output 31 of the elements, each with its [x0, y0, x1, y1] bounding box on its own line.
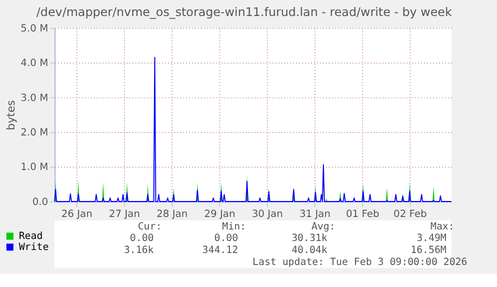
x-tick-label: 02 Feb: [394, 208, 427, 220]
y-tick-label: 0.0: [32, 196, 48, 208]
text: 344.12: [202, 245, 238, 256]
x-tick-label: 28 Jan: [156, 208, 188, 220]
text: 0.00: [214, 233, 238, 244]
text: 0.00: [130, 233, 154, 244]
text: Cur:: [138, 221, 162, 232]
text: 16.56M: [410, 245, 446, 256]
text: Avg:: [311, 221, 336, 232]
text: 40.04k: [292, 245, 328, 256]
x-tick-label: 26 Jan: [61, 208, 92, 220]
y-tick-label: 2.0 M: [20, 128, 48, 139]
text: Max:: [430, 221, 454, 232]
text: 3.16k: [124, 245, 154, 256]
chart-title: /dev/mapper/nvme_os_storage-win11.furud.lan - read/write - by week: [36, 4, 452, 19]
text: Last update: Tue Feb 3 09:00:00 2026: [252, 256, 468, 268]
y-tick-label: 4.0 M: [20, 58, 48, 70]
y-tick-label: 5.0 M: [20, 23, 48, 34]
text: 3.49M: [416, 233, 446, 244]
x-tick-label: 27 Jan: [108, 208, 140, 220]
x-tick-label: 01 Feb: [346, 208, 380, 220]
legend-label: Read: [18, 231, 43, 242]
x-tick-label: 30 Jan: [252, 208, 283, 220]
y-tick-label: 3.0 M: [20, 92, 48, 104]
text: 30.31k: [292, 233, 328, 244]
text: Min:: [222, 221, 246, 232]
y-tick-label: 1.0 M: [20, 162, 48, 174]
legend-label: Write: [18, 242, 49, 254]
x-tick-label: 31 Jan: [299, 208, 330, 220]
x-tick-label: 29 Jan: [204, 208, 236, 220]
y-axis-title: bytes: [4, 100, 18, 130]
